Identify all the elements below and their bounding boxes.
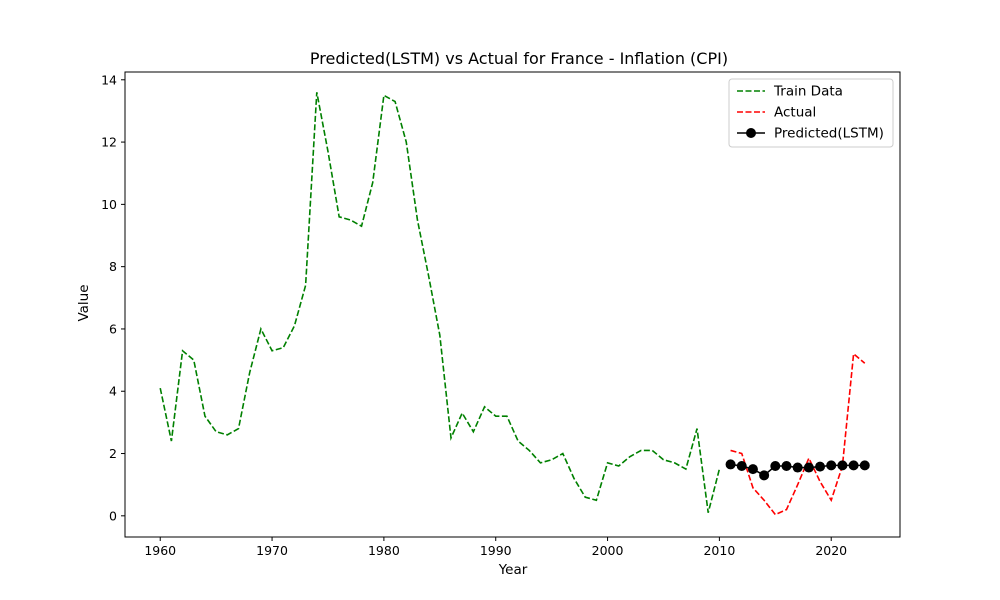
axes: 1960 1970 1980 1990 2000 2010 2020 0 2 4 6 8 10 12 14 — [101, 71, 901, 558]
x-tick-label: 2010 — [703, 543, 735, 558]
legend-marker — [746, 128, 756, 138]
x-tick-label: 1980 — [368, 543, 400, 558]
y-tick-label: 4 — [109, 384, 117, 399]
chart-title: Predicted(LSTM) vs Actual for France - I… — [310, 49, 728, 68]
data-point — [770, 460, 781, 471]
data-point — [859, 460, 870, 471]
data-point — [837, 460, 848, 471]
series-line-1 — [730, 352, 866, 516]
x-tick-label: 2020 — [815, 543, 847, 558]
legend-label-1: Actual — [774, 105, 816, 121]
plot-frame — [124, 71, 901, 538]
data-point — [747, 464, 758, 475]
x-tick-label: 1960 — [144, 543, 176, 558]
plot-area — [159, 92, 870, 516]
data-point — [759, 470, 770, 481]
legend: Train Data Actual Predicted(LSTM) — [728, 78, 894, 148]
y-tick-label: 10 — [101, 197, 117, 212]
legend-label-2: Predicted(LSTM) — [774, 126, 884, 142]
legend-box — [728, 78, 894, 148]
series-line-0 — [159, 92, 721, 513]
y-tick-label: 0 — [109, 508, 117, 523]
y-tick-label: 14 — [101, 72, 117, 87]
x-tick-label: 1990 — [480, 543, 512, 558]
data-point — [725, 459, 736, 470]
data-point — [781, 460, 792, 471]
x-axis-label: Year — [498, 562, 528, 578]
data-point — [848, 460, 859, 471]
legend-label-0: Train Data — [773, 84, 843, 100]
y-tick-label: 6 — [109, 321, 117, 336]
x-tick-label: 2000 — [592, 543, 624, 558]
data-point — [815, 461, 826, 472]
x-tick-label: 1970 — [256, 543, 288, 558]
data-point — [792, 462, 803, 473]
data-point — [736, 460, 747, 471]
y-tick-label: 8 — [109, 259, 117, 274]
y-tick-label: 2 — [109, 446, 117, 461]
y-axis-label: Value — [76, 284, 92, 321]
data-point — [826, 460, 837, 471]
data-point — [803, 462, 814, 473]
y-tick-label: 12 — [101, 135, 117, 150]
